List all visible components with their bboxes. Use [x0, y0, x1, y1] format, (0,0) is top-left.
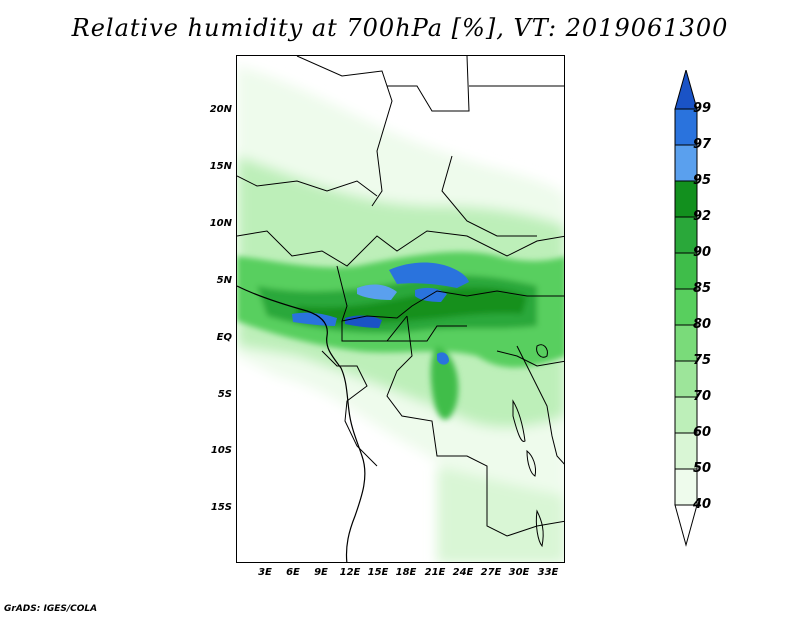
colorbar-label-60: 60	[693, 425, 712, 440]
coastline	[237, 285, 366, 562]
lon-label-24e: 24E	[452, 567, 474, 578]
colorbar-label-80: 80	[693, 317, 712, 332]
map-panel	[236, 55, 565, 563]
lat-label-5n: 5N	[216, 275, 232, 286]
lon-label-33e: 33E	[537, 567, 559, 578]
lon-label-30e: 30E	[508, 567, 530, 578]
lon-label-6e: 6E	[286, 567, 300, 578]
colorbar-label-95: 95	[693, 173, 712, 188]
country-borders	[237, 56, 564, 537]
colorbar-segment-below-40	[674, 504, 698, 547]
colorbar	[674, 70, 698, 547]
humidity-field	[237, 56, 564, 562]
lon-label-18e: 18E	[395, 567, 417, 578]
colorbar-label-92: 92	[693, 209, 712, 224]
colorbar-label-97: 97	[693, 137, 712, 152]
colorbar-label-75: 75	[693, 353, 712, 368]
lakes	[512, 344, 548, 548]
lat-label-10s: 10S	[210, 445, 232, 456]
colorbar-label-85: 85	[693, 281, 712, 296]
colorbar-label-70: 70	[693, 389, 712, 404]
grads-credit: GrADS: IGES/COLA	[4, 604, 98, 614]
humidity-core-band	[237, 251, 564, 420]
lat-label-10n: 10N	[209, 218, 232, 229]
lat-label-eq: EQ	[216, 332, 232, 343]
lon-label-12e: 12E	[339, 567, 361, 578]
lon-label-15e: 15E	[367, 567, 389, 578]
lon-label-9e: 9E	[314, 567, 328, 578]
colorbar-label-99: 99	[693, 101, 712, 116]
colorbar-label-40: 40	[693, 497, 712, 512]
colorbar-label-90: 90	[693, 245, 712, 260]
lat-label-15n: 15N	[209, 161, 232, 172]
lon-label-27e: 27E	[480, 567, 502, 578]
map-title: Relative humidity at 700hPa [%], VT: 201…	[71, 14, 729, 42]
lon-label-21e: 21E	[424, 567, 446, 578]
lat-label-15s: 15S	[210, 502, 232, 513]
lon-label-3e: 3E	[258, 567, 272, 578]
lat-label-5s: 5S	[217, 389, 232, 400]
lat-label-20n: 20N	[209, 104, 232, 115]
colorbar-label-50: 50	[693, 461, 712, 476]
